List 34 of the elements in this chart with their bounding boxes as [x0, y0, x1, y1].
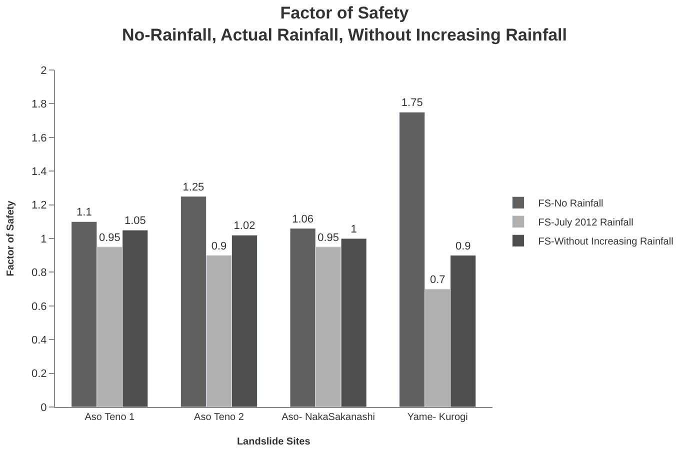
data-label: 1 [350, 224, 357, 236]
chart-title: Factor of Safety [280, 3, 410, 22]
y-tick-label: 1.8 [32, 98, 47, 111]
data-label: 0.9 [211, 240, 227, 252]
chart-subtitle: No-Rainfall, Actual Rainfall, Without Increasing Rainfall [122, 25, 568, 44]
y-tick-label: 0 [40, 402, 47, 414]
x-tick-label: Aso Teno 2 [194, 412, 244, 423]
x-tick-label: Aso Teno 1 [84, 412, 136, 423]
y-tick-label: 0.2 [32, 368, 47, 380]
data-label: 1.25 [182, 181, 204, 194]
x-tick-label: Yame- Kurogi [407, 412, 468, 423]
data-label: 1.02 [234, 220, 256, 232]
data-label: 0.95 [98, 232, 120, 244]
data-label: 0.9 [455, 240, 471, 252]
y-tick-label: 2 [40, 64, 47, 77]
x-axis-title: Landslide Sites [236, 436, 311, 448]
y-tick-label: 0.4 [32, 334, 47, 346]
data-label: 0.7 [430, 274, 446, 286]
legend-label: FS-Without Increasing Rainfall [538, 236, 674, 248]
x-tick-label: Aso- NakaSakanashi [282, 412, 375, 423]
data-label: 1.06 [292, 213, 314, 226]
y-tick-label: 1.2 [32, 200, 47, 212]
data-label: 1.05 [124, 215, 146, 228]
y-tick-label: 1.4 [32, 166, 47, 178]
data-label: 1.75 [401, 97, 423, 110]
legend-label: FS-No Rainfall [538, 198, 604, 210]
data-label: 1.1 [76, 206, 92, 219]
y-tick-label: 0.6 [32, 300, 47, 313]
y-axis-title: Factor of Safety [6, 200, 17, 276]
y-tick-label: 1.6 [32, 132, 47, 144]
data-label: 0.95 [318, 232, 340, 244]
legend-label: FS-July 2012 Rainfall [538, 218, 634, 229]
y-tick-label: 1 [40, 233, 47, 246]
y-tick-label: 0.8 [32, 267, 47, 280]
